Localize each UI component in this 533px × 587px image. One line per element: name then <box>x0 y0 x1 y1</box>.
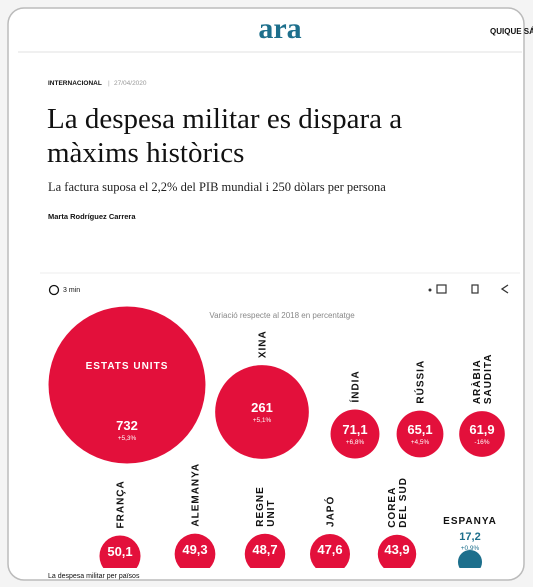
bubble <box>459 411 505 457</box>
clock-icon <box>48 284 60 296</box>
value-label: 71,1 <box>342 422 367 437</box>
country-name: ÍNDIA <box>349 370 362 402</box>
value-label: 61,9 <box>469 422 494 437</box>
change-label: +0,9% <box>461 545 480 552</box>
country-name: ESTATS UNITS <box>86 361 169 372</box>
change-label: +4,5% <box>411 439 430 446</box>
country-name: FRANÇA <box>116 480 127 528</box>
chart-note: Variació respecte al 2018 en percentatge <box>209 311 355 320</box>
value-label: 43,9 <box>384 542 409 557</box>
country-name: RÚSSIA <box>414 360 427 404</box>
read-time: 3 min <box>63 287 80 294</box>
country-name: XINA <box>258 330 269 358</box>
author[interactable]: Marta Rodríguez Carrera <box>48 212 136 221</box>
change-label: +6,8% <box>346 439 365 446</box>
value-label: 65,1 <box>407 422 432 437</box>
bubble <box>244 533 286 568</box>
comment-icon[interactable] <box>436 284 447 294</box>
country-name: ARÀBIA <box>470 359 483 404</box>
country-name: REGNE <box>255 486 266 527</box>
value-label: 732 <box>116 418 138 433</box>
title-line: La despesa militar es dispara a <box>47 103 402 135</box>
bubble <box>377 534 417 568</box>
country-name: JAPÓ <box>324 496 337 527</box>
value-label: 47,6 <box>317 542 342 557</box>
value-label: 49,3 <box>182 542 207 557</box>
country-name: UNIT <box>266 499 277 526</box>
logo[interactable]: ara <box>258 12 301 45</box>
change-label: +5,1% <box>253 417 272 424</box>
bookmark-icon[interactable] <box>471 284 479 294</box>
bubble <box>215 365 309 459</box>
bubble <box>330 409 380 459</box>
bubble <box>99 535 141 568</box>
country-name: COREA <box>387 487 398 528</box>
bubble-chart: 732 +5,3% ESTATS UNITS 261 +5,1% XINA 71,1 +6,8… <box>48 306 505 568</box>
country-name: ALEMANYA <box>191 463 202 527</box>
change-label: +5,3% <box>118 435 137 442</box>
chart-caption: La despesa militar per països <box>48 573 140 580</box>
bubble <box>309 533 351 568</box>
country-name: DEL SUD <box>398 477 409 528</box>
country-name: SAUDITA <box>483 353 494 404</box>
separator: | <box>108 80 110 87</box>
value-label: 48,7 <box>252 542 277 557</box>
value-label: 17,2 <box>459 531 480 543</box>
title-line: màxims històrics <box>47 137 244 169</box>
value-label: 261 <box>251 400 273 415</box>
dot-icon[interactable] <box>428 288 432 292</box>
section[interactable]: INTERNACIONAL <box>48 80 102 87</box>
bubble <box>457 549 483 568</box>
bubble <box>174 533 216 568</box>
change-label: -16% <box>474 439 489 446</box>
country-name: ESPANYA <box>443 516 497 527</box>
value-label: 50,1 <box>107 544 132 559</box>
subtitle: La factura suposa el 2,2% del PIB mundia… <box>48 180 386 194</box>
bubble <box>48 306 206 464</box>
date: 27/04/2020 <box>114 80 147 87</box>
user-name[interactable]: QUIQUE SÁ <box>490 27 533 36</box>
share-icon[interactable] <box>500 284 509 294</box>
bubble <box>396 410 444 458</box>
